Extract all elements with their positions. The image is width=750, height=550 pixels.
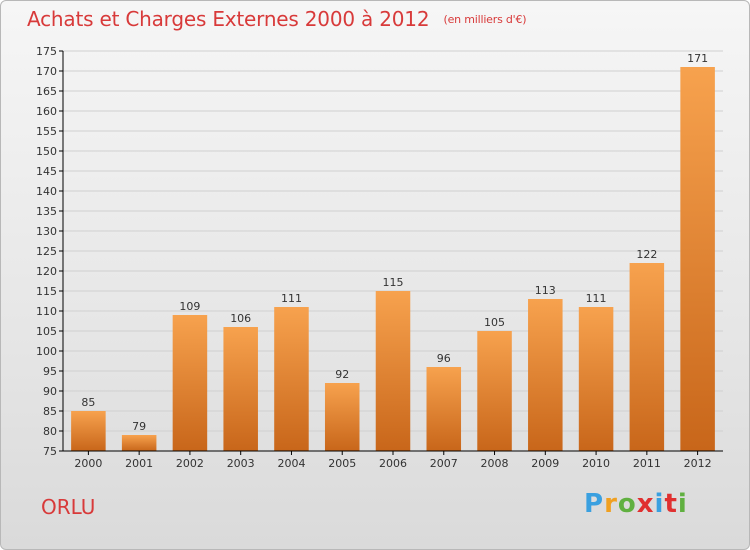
x-tick-label: 2002 bbox=[176, 457, 204, 470]
logo-letter: r bbox=[604, 489, 618, 519]
x-tick-label: 2006 bbox=[379, 457, 407, 470]
x-tick-label: 2008 bbox=[481, 457, 509, 470]
y-tick-label: 75 bbox=[43, 445, 57, 458]
x-tick-label: 2000 bbox=[74, 457, 102, 470]
bar-value-label: 171 bbox=[687, 52, 708, 65]
x-tick-label: 2011 bbox=[633, 457, 661, 470]
x-tick-label: 2001 bbox=[125, 457, 153, 470]
y-tick-label: 85 bbox=[43, 405, 57, 418]
bar bbox=[324, 383, 360, 451]
bar bbox=[274, 307, 309, 451]
x-tick-label: 2012 bbox=[684, 457, 712, 470]
bar-value-label: 106 bbox=[230, 312, 251, 325]
y-tick-label: 80 bbox=[43, 425, 57, 438]
bar-value-label: 105 bbox=[484, 316, 505, 329]
logo-letter: P bbox=[584, 489, 605, 519]
y-tick-label: 110 bbox=[36, 305, 57, 318]
bar-value-label: 122 bbox=[636, 248, 657, 261]
y-tick-label: 120 bbox=[36, 265, 57, 278]
bar-value-label: 111 bbox=[281, 292, 302, 305]
labels: 75 80 85 90 95 100 105 110 115 120 125 130 135 140 145… bbox=[36, 45, 712, 470]
chart-title: Achats et Charges Externes 2000 à 2012 (… bbox=[27, 7, 527, 31]
bar bbox=[121, 435, 157, 451]
location-name: ORLU bbox=[41, 495, 96, 519]
bar-value-label: 92 bbox=[335, 368, 349, 381]
bar bbox=[477, 331, 512, 451]
y-tick-label: 105 bbox=[36, 325, 57, 338]
bar-value-label: 85 bbox=[81, 396, 95, 409]
bar bbox=[528, 299, 563, 451]
bar bbox=[375, 291, 411, 451]
y-tick-label: 100 bbox=[36, 345, 57, 358]
x-tick-label: 2009 bbox=[531, 457, 559, 470]
x-tick-label: 2010 bbox=[582, 457, 610, 470]
logo-letter: x bbox=[636, 489, 655, 519]
bar-value-label: 115 bbox=[383, 276, 404, 289]
bar bbox=[680, 67, 715, 451]
x-tick-label: 2007 bbox=[430, 457, 458, 470]
chart-title-text: Achats et Charges Externes 2000 à 2012 bbox=[27, 7, 430, 31]
logo-letter: t bbox=[664, 489, 678, 519]
y-tick-label: 115 bbox=[36, 285, 57, 298]
bar bbox=[71, 411, 106, 451]
bar-value-label: 111 bbox=[586, 292, 607, 305]
y-tick-label: 150 bbox=[36, 145, 57, 158]
chart-subtitle: (en milliers d'€) bbox=[443, 13, 527, 26]
y-tick-label: 90 bbox=[43, 385, 57, 398]
y-tick-label: 95 bbox=[43, 365, 57, 378]
bar-value-label: 79 bbox=[132, 420, 146, 433]
y-tick-label: 160 bbox=[36, 105, 57, 118]
y-tick-label: 130 bbox=[36, 225, 57, 238]
y-tick-label: 145 bbox=[36, 165, 57, 178]
y-tick-label: 175 bbox=[36, 45, 57, 58]
bar bbox=[172, 315, 208, 451]
y-tick-label: 170 bbox=[36, 65, 57, 78]
bar bbox=[629, 263, 665, 451]
y-tick-label: 165 bbox=[36, 85, 57, 98]
x-tick-label: 2005 bbox=[328, 457, 356, 470]
bar bbox=[223, 327, 258, 451]
logo-letter: o bbox=[617, 489, 637, 519]
bar-value-label: 96 bbox=[437, 352, 451, 365]
logo-letter: i bbox=[654, 489, 665, 519]
bar-value-label: 109 bbox=[179, 300, 200, 313]
axes bbox=[59, 50, 723, 455]
proxiti-logo[interactable]: Proxiti bbox=[584, 489, 688, 519]
logo-letter: i bbox=[677, 489, 688, 519]
x-tick-label: 2003 bbox=[227, 457, 255, 470]
y-tick-label: 140 bbox=[36, 185, 57, 198]
bars bbox=[71, 67, 715, 451]
bar-value-label: 113 bbox=[535, 284, 556, 297]
bar bbox=[426, 367, 462, 451]
y-tick-label: 125 bbox=[36, 245, 57, 258]
bar bbox=[578, 307, 614, 451]
y-tick-label: 155 bbox=[36, 125, 57, 138]
x-tick-label: 2004 bbox=[277, 457, 305, 470]
y-tick-label: 135 bbox=[36, 205, 57, 218]
